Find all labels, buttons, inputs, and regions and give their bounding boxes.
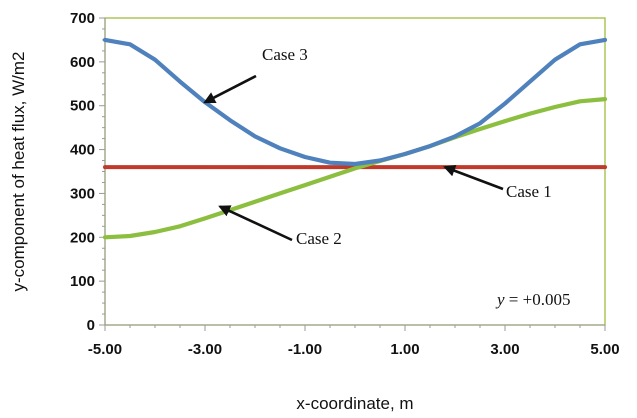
y-tick-label: 700 xyxy=(70,10,95,27)
series-point xyxy=(403,152,407,156)
series-layer xyxy=(102,37,608,240)
series-point xyxy=(153,230,157,234)
series-point xyxy=(128,234,132,238)
series-point xyxy=(103,235,107,239)
y-tick-label: 0 xyxy=(87,317,95,334)
series-point xyxy=(103,38,107,42)
y-note-variable: y xyxy=(495,290,505,309)
series-point xyxy=(453,134,457,139)
annotation-layer: Case 3 Case 1 Case 2 xyxy=(203,45,552,248)
series-point xyxy=(528,111,532,116)
series-point xyxy=(503,165,507,169)
y-axis-title: y-component of heat flux, W/m2 xyxy=(9,52,28,292)
series-point xyxy=(278,191,282,196)
series-point xyxy=(353,166,357,171)
plot-border xyxy=(104,17,606,326)
x-tick-label: 3.00 xyxy=(490,341,519,358)
series-point xyxy=(578,42,582,47)
x-tick-label: -1.00 xyxy=(288,341,322,358)
series-point xyxy=(428,144,432,148)
series-point xyxy=(453,165,457,169)
annotation-arrow xyxy=(218,205,293,242)
series-point xyxy=(303,155,307,159)
y-note-value: = +0.005 xyxy=(505,290,571,309)
annotation-label: Case 1 xyxy=(506,182,552,201)
series-point xyxy=(528,79,532,84)
y-tick-label: 400 xyxy=(70,142,95,159)
series-point xyxy=(478,127,482,131)
series-point xyxy=(178,79,182,84)
x-tick-label: 5.00 xyxy=(590,341,619,358)
annotation-label: Case 3 xyxy=(262,45,308,64)
series-point xyxy=(153,57,157,62)
series-point xyxy=(503,119,507,123)
series-point xyxy=(553,57,557,62)
series-point xyxy=(603,38,607,42)
series-point xyxy=(178,224,182,229)
y-tick-label: 300 xyxy=(70,185,95,202)
annotation-label: Case 2 xyxy=(296,229,342,248)
label-layer: 0 100 200 300 400 500 600 700 -5.00 -3.00 -1.00 1.0… xyxy=(9,10,620,413)
series-point xyxy=(253,134,257,139)
series-point xyxy=(203,165,207,169)
axes xyxy=(99,17,606,331)
series-point xyxy=(603,97,607,101)
series-point xyxy=(203,216,207,221)
y-tick-label: 500 xyxy=(70,98,95,115)
x-tick-label: 1.00 xyxy=(390,341,419,358)
y-note: y = +0.005 xyxy=(495,290,570,309)
series-point xyxy=(103,165,107,169)
series-point xyxy=(578,99,582,104)
plot-area xyxy=(104,17,606,326)
series-point xyxy=(403,165,407,169)
y-tick-label: 100 xyxy=(70,273,95,290)
series-point xyxy=(478,121,482,125)
series-point xyxy=(278,146,282,150)
annotation-arrow xyxy=(443,165,504,191)
series-point xyxy=(228,118,232,122)
series-point xyxy=(303,165,307,169)
series-point xyxy=(128,42,132,47)
series-point xyxy=(303,183,307,187)
series-point xyxy=(603,165,607,169)
x-axis-title: x-coordinate, m xyxy=(296,394,413,413)
series-point xyxy=(253,165,257,169)
x-tick-label: -3.00 xyxy=(188,341,222,358)
x-tick-label: -5.00 xyxy=(88,341,122,358)
series-point xyxy=(328,175,332,179)
series-point xyxy=(553,105,557,109)
series-point xyxy=(153,165,157,169)
series-point xyxy=(353,162,357,166)
series-point xyxy=(553,165,557,169)
series-point xyxy=(253,200,257,204)
y-tick-label: 600 xyxy=(70,54,95,71)
series-point xyxy=(328,161,332,165)
series-point xyxy=(503,101,507,106)
series-point xyxy=(378,158,382,163)
y-tick-label: 200 xyxy=(70,229,95,246)
annotation-arrow xyxy=(203,74,257,104)
